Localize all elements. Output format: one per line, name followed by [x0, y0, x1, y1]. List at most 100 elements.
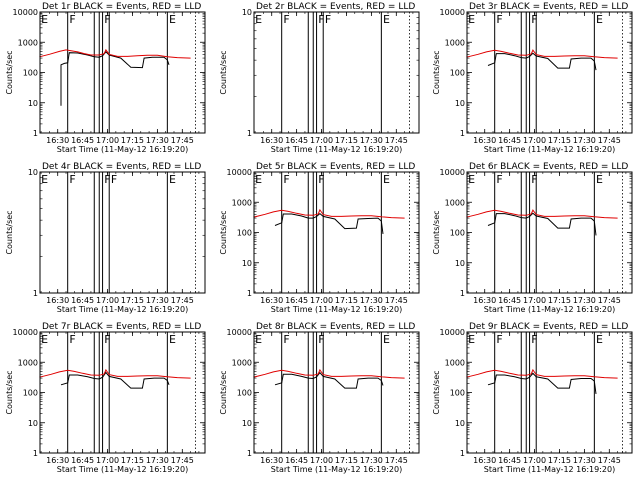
y-tick-label: 10000	[440, 168, 465, 177]
plot-frame	[253, 11, 420, 134]
marker-f: F	[496, 173, 502, 186]
y-axis-label: Counts/sec	[219, 50, 228, 94]
y-tick-label: 100	[23, 69, 38, 78]
y-tick-label: 1000	[445, 358, 465, 367]
series-events-line	[60, 51, 170, 106]
x-tick-label: 16:30	[473, 296, 496, 305]
y-tick-label: 1	[460, 449, 465, 458]
y-tick-label: 100	[450, 389, 465, 398]
marker-e: E	[383, 333, 390, 346]
x-tick-label: 17:45	[171, 136, 194, 145]
marker-f: F	[69, 173, 75, 186]
x-axis-label: Start Time (11-May-12 16:19:20)	[57, 465, 188, 474]
x-tick-label: 16:30	[46, 296, 69, 305]
y-axis-label: Counts/sec	[432, 50, 441, 94]
marker-f: F	[531, 333, 537, 346]
plot-frame	[39, 11, 206, 134]
x-tick-label: 17:45	[385, 456, 408, 465]
x-tick-label: 16:30	[473, 456, 496, 465]
marker-f: F	[318, 333, 324, 346]
y-tick-label: 10000	[440, 328, 465, 337]
y-axis-label: Counts/sec	[5, 370, 14, 414]
panel-title: Det 9r BLACK = Events, RED = LLD	[469, 322, 628, 332]
marker-e: E	[41, 333, 48, 346]
x-tick-label: 17:30	[360, 456, 383, 465]
y-tick-label: 10	[455, 419, 465, 428]
x-tick-label: 17:45	[171, 296, 194, 305]
marker-f: F	[104, 13, 110, 26]
x-tick-label: 17:00	[523, 456, 546, 465]
x-tick-label: 17:45	[171, 456, 194, 465]
x-tick-label: 17:15	[121, 296, 144, 305]
y-tick-label: 100	[237, 229, 252, 238]
marker-e: E	[255, 333, 262, 346]
y-tick-label: 1000	[232, 358, 252, 367]
y-tick-label: 10000	[227, 168, 252, 177]
panel-det-1: Det 1r BLACK = Events, RED = LLD Counts/s…	[5, 2, 206, 154]
marker-e: E	[169, 173, 176, 186]
marker-e: E	[468, 173, 475, 186]
panel-title: Det 7r BLACK = Events, RED = LLD	[42, 322, 201, 332]
y-tick-label: 10	[455, 259, 465, 268]
y-tick-label: 10	[242, 259, 252, 268]
plot-frame	[466, 171, 633, 294]
y-axis-label: Counts/sec	[5, 210, 14, 254]
y-tick-label: 1	[460, 289, 465, 298]
panel-det-4: Det 4r BLACK = Events, RED = LLD Counts/s…	[5, 162, 206, 314]
x-axis-label: Start Time (11-May-12 16:19:20)	[57, 145, 188, 154]
marker-f: F	[104, 173, 110, 186]
x-tick-label: 17:00	[96, 456, 119, 465]
series-events-line	[487, 372, 597, 394]
x-tick-label: 17:15	[548, 296, 571, 305]
marker-e: E	[169, 333, 176, 346]
marker-f: F	[69, 333, 75, 346]
marker-e: E	[41, 173, 48, 186]
marker-f: F	[496, 333, 502, 346]
x-tick-label: 16:45	[71, 456, 94, 465]
marker-e: E	[468, 333, 475, 346]
x-tick-label: 17:30	[573, 456, 596, 465]
x-tick-label: 17:45	[598, 296, 621, 305]
x-tick-label: 16:45	[71, 296, 94, 305]
y-tick-label: 1000	[445, 38, 465, 47]
plot-frame	[253, 171, 420, 294]
x-tick-label: 16:30	[260, 136, 283, 145]
panel-title: Det 3r BLACK = Events, RED = LLD	[469, 2, 628, 12]
plot-frame	[253, 331, 420, 454]
x-tick-label: 17:30	[573, 136, 596, 145]
x-tick-label: 17:30	[360, 296, 383, 305]
x-tick-label: 17:15	[335, 296, 358, 305]
x-tick-label: 16:45	[498, 456, 521, 465]
y-tick-label: 10	[455, 99, 465, 108]
marker-e: E	[255, 173, 262, 186]
panel-title: Det 8r BLACK = Events, RED = LLD	[256, 322, 415, 332]
panel-title: Det 5r BLACK = Events, RED = LLD	[256, 162, 415, 172]
y-tick-label: 1000	[18, 358, 38, 367]
series-lld-line	[253, 208, 405, 219]
x-tick-label: 16:45	[498, 296, 521, 305]
y-tick-label: 100	[23, 389, 38, 398]
series-events-line	[60, 371, 170, 389]
x-tick-label: 17:45	[385, 296, 408, 305]
x-tick-label: 16:45	[285, 456, 308, 465]
y-tick-label: 1	[33, 449, 38, 458]
x-tick-label: 16:30	[473, 136, 496, 145]
plot-frame	[466, 331, 633, 454]
x-tick-label: 16:45	[285, 136, 308, 145]
x-tick-label: 17:15	[548, 136, 571, 145]
series-lld-line	[253, 368, 405, 379]
panel-det-6: Det 6r BLACK = Events, RED = LLD Counts/s…	[432, 162, 633, 314]
marker-e: E	[383, 13, 390, 26]
y-tick-label: 10	[28, 99, 38, 108]
marker-f: F	[104, 333, 110, 346]
y-tick-label: 1	[247, 449, 252, 458]
y-tick-label: 10	[28, 168, 38, 177]
x-tick-label: 17:30	[146, 136, 169, 145]
x-tick-label: 17:45	[598, 456, 621, 465]
x-tick-label: 17:00	[310, 296, 333, 305]
y-tick-label: 1	[33, 289, 38, 298]
plot-frame	[39, 171, 206, 294]
y-axis-label: Counts/sec	[219, 210, 228, 254]
panel-title: Det 2r BLACK = Events, RED = LLD	[256, 2, 415, 12]
x-tick-label: 17:30	[360, 136, 383, 145]
